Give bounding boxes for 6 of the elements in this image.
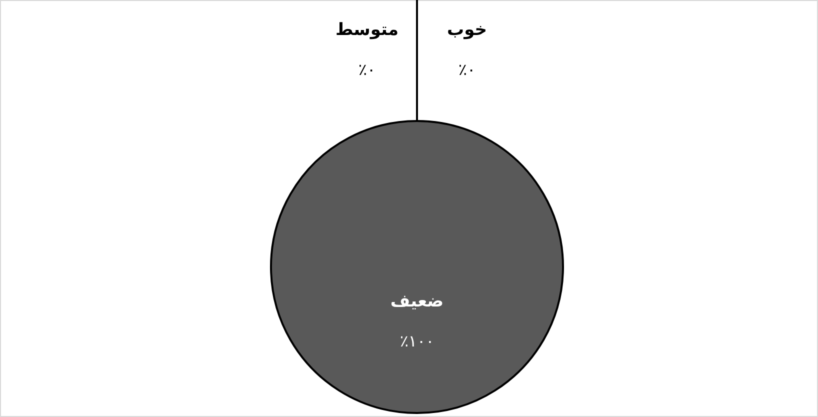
category-label: متوسط <box>335 20 399 40</box>
category-label: خوب <box>447 20 487 40</box>
data-label: ٪۱۰۰ <box>400 331 434 350</box>
slice-label: ضعیف <box>390 291 444 312</box>
text: ٪۰ <box>458 60 476 79</box>
text: ٪۰ <box>358 60 376 79</box>
